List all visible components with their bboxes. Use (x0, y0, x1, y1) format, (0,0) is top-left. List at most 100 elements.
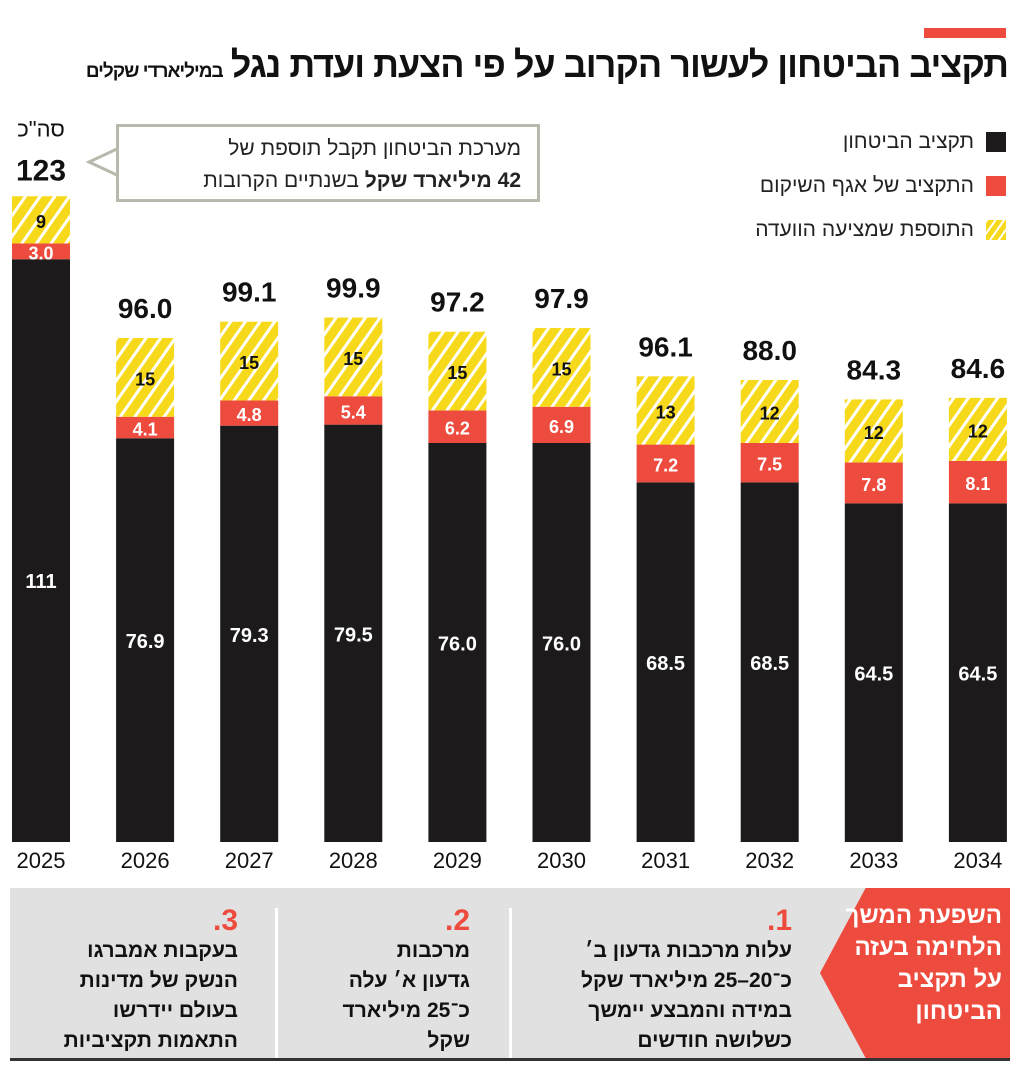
bar-segment-addition (116, 338, 175, 417)
item-line: שקל (427, 1029, 470, 1052)
bar-segment-defense (844, 503, 903, 842)
divider (509, 908, 512, 1058)
item-line: מרכבות (396, 939, 470, 962)
total-label: 84.3 (847, 354, 902, 385)
title-text: תקציב הביטחון לעשור הקרוב על פי הצעת ועד… (230, 44, 1009, 85)
data-label-addition: 15 (343, 349, 363, 369)
data-label-defense: 79.3 (230, 625, 269, 647)
bar-segment-defense (740, 482, 799, 842)
legend-item-addition: התוספת שמציעה הוועדה (755, 208, 1006, 252)
bar-segment-defense (324, 424, 383, 842)
data-label-rehab: 3.0 (28, 243, 53, 263)
bar-segment-rehab (324, 396, 383, 425)
legend-swatch (986, 220, 1006, 240)
impact-item-3: 3. בעקבות אמברגו הנשק של מדינות בעולם יי… (18, 906, 238, 1056)
x-tick-label: 2026 (121, 848, 170, 873)
item-number: 3. (212, 904, 238, 937)
bar-segment-addition (636, 376, 695, 445)
impact-panel: השפעת המשך הלחימה בעזה על תקציב הביטחון … (10, 888, 1010, 1061)
data-label-addition: 15 (447, 363, 467, 383)
bar-segment-defense (12, 259, 70, 842)
total-label: 99.9 (326, 273, 381, 304)
item-line: הנשק של מדינות (79, 969, 238, 992)
x-tick-label: 2025 (17, 848, 66, 873)
data-label-rehab: 6.9 (549, 417, 574, 437)
x-tick-label: 2034 (953, 848, 1002, 873)
impact-heading: השפעת המשך הלחימה בעזה על תקציב הביטחון (846, 900, 1002, 1028)
bar-segment-rehab (12, 243, 70, 260)
data-label-rehab: 8.1 (965, 474, 990, 494)
bar-segment-rehab (636, 444, 695, 483)
bar-segment-rehab (220, 400, 279, 426)
item-line: בעקבות אמברגו (87, 939, 238, 962)
accent-bar (924, 28, 1006, 38)
callout-line2: 42 מיליארד שקל בשנתיים הקרובות (135, 165, 521, 197)
item-line: גדעון א׳ עלה (348, 969, 470, 992)
data-label-defense: 111 (25, 571, 56, 593)
bar-segment-rehab (740, 443, 799, 483)
data-label-addition: 12 (760, 404, 780, 424)
item-line: התאמות תקציביות (63, 1029, 238, 1052)
data-label-rehab: 6.2 (445, 419, 470, 439)
callout-rest: בשנתיים הקרובות (203, 169, 365, 192)
data-label-defense: 68.5 (646, 653, 685, 675)
item-number: 1. (766, 904, 792, 937)
data-label-addition: 13 (656, 402, 676, 422)
unit-label: במיליארדי שקלים (85, 61, 224, 82)
bar-segment-addition (844, 399, 903, 463)
data-label-rehab: 7.8 (861, 475, 886, 495)
data-label-rehab: 4.8 (237, 405, 262, 425)
heading-line: הלחימה בעזה (854, 934, 1002, 961)
x-tick-label: 2029 (433, 848, 482, 873)
total-label: 96.1 (638, 331, 693, 362)
data-label-rehab: 7.5 (757, 455, 782, 475)
impact-heading-box (820, 888, 1010, 1058)
total-label: 97.9 (534, 283, 589, 314)
impact-item-2: 2. מרכבות גדעון א׳ עלה כ־25 מיליארד שקל (280, 906, 470, 1056)
total-label: 123 (16, 154, 66, 187)
total-label: 99.1 (222, 277, 277, 308)
bar-segment-addition (948, 397, 1007, 461)
data-label-rehab: 4.1 (133, 420, 158, 440)
bar-segment-defense (116, 438, 175, 842)
total-label: 96.0 (118, 293, 173, 324)
callout-bold: 42 מיליארד שקל (364, 169, 521, 192)
bar-segment-rehab (116, 416, 175, 439)
total-label: 88.0 (742, 335, 797, 366)
x-tick-label: 2032 (745, 848, 794, 873)
item-line: כ־20–25 מיליארד שקל (581, 969, 792, 992)
divider (275, 908, 278, 1058)
bar-segment-addition (428, 331, 487, 411)
bar-segment-defense (948, 503, 1007, 842)
data-label-addition: 9 (36, 212, 46, 232)
bar-chart: 111 3.0 9 123 סה"כ 2025 76.9 4.1 15 96.0 2026 79.3 4… (12, 116, 1007, 873)
heading-line: על תקציב (897, 966, 1002, 993)
item-line: כשלושה חודשים (637, 1029, 792, 1052)
data-label-defense: 76.9 (126, 631, 165, 653)
data-label-defense: 79.5 (334, 624, 373, 646)
data-label-addition: 12 (968, 421, 988, 441)
legend-label: תקציב הביטחון (842, 130, 974, 153)
legend-swatch (986, 176, 1006, 196)
bar-segment-addition (220, 321, 279, 401)
total-caption: סה"כ (17, 116, 65, 141)
bar-segment-rehab (532, 406, 591, 443)
data-label-addition: 15 (239, 353, 259, 373)
bar-segment-defense (220, 425, 279, 842)
total-label: 97.2 (430, 287, 485, 318)
total-label: 84.6 (951, 353, 1006, 384)
data-label-addition: 15 (135, 369, 155, 389)
data-label-defense: 76.0 (438, 634, 477, 656)
x-tick-label: 2031 (641, 848, 690, 873)
data-label-defense: 64.5 (854, 664, 893, 686)
legend-label: התקציב של אגף השיקום (759, 174, 974, 197)
legend-label: התוספת שמציעה הוועדה (755, 218, 974, 241)
bar-segment-addition (12, 196, 70, 244)
heading-line: השפעת המשך (845, 902, 1002, 929)
legend: תקציב הביטחון התקציב של אגף השיקום התוספ… (755, 120, 1006, 252)
item-line: בעולם יידרשו (112, 999, 238, 1022)
callout-box: מערכת הביטחון תקבל תוספת של 42 מיליארד ש… (116, 124, 540, 202)
data-label-defense: 68.5 (750, 653, 789, 675)
data-label-rehab: 7.2 (653, 455, 678, 475)
legend-item-defense: תקציב הביטחון (755, 120, 1006, 164)
